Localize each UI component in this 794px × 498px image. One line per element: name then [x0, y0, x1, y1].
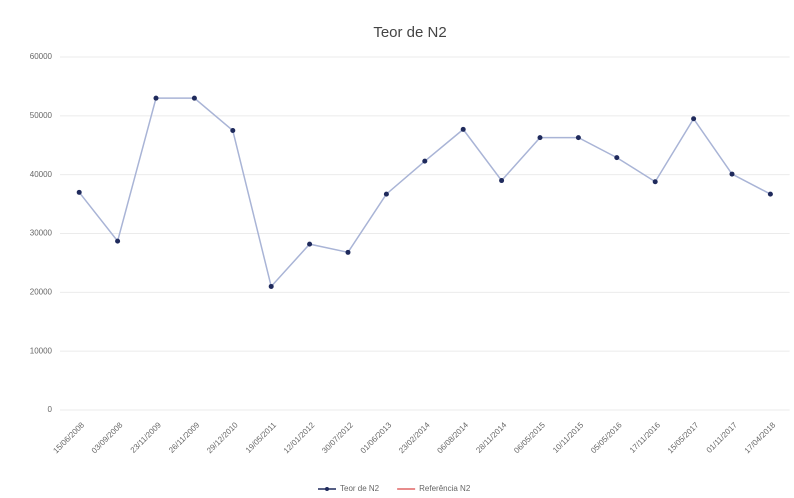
legend-marker	[325, 487, 329, 491]
data-point	[499, 178, 505, 184]
y-tick-label: 50000	[30, 111, 53, 120]
data-point	[115, 238, 121, 244]
chart-title: Teor de N2	[373, 24, 446, 41]
data-point	[691, 116, 697, 122]
data-point	[345, 249, 351, 255]
data-point	[767, 191, 773, 197]
data-point	[537, 135, 543, 141]
y-tick-label: 20000	[30, 287, 53, 296]
y-tick-label: 30000	[30, 229, 53, 238]
data-point	[460, 126, 466, 132]
legend-label: Referência N2	[419, 484, 471, 493]
legend-item: Teor de N2	[318, 484, 380, 493]
data-point	[614, 155, 620, 161]
legend-label: Teor de N2	[340, 484, 380, 493]
data-point	[153, 95, 159, 101]
data-point	[422, 158, 428, 164]
data-point	[268, 283, 274, 289]
data-point	[307, 241, 313, 247]
y-tick-label: 0	[48, 405, 53, 414]
data-point	[652, 179, 658, 185]
data-point	[383, 191, 389, 197]
data-point	[230, 128, 236, 134]
data-point	[76, 189, 82, 195]
data-point	[575, 135, 581, 141]
data-point	[191, 95, 197, 101]
legend-item: Referência N2	[397, 484, 471, 493]
y-tick-label: 60000	[30, 52, 53, 61]
data-point	[729, 171, 735, 177]
y-tick-label: 40000	[30, 170, 53, 179]
y-tick-label: 10000	[30, 346, 53, 355]
